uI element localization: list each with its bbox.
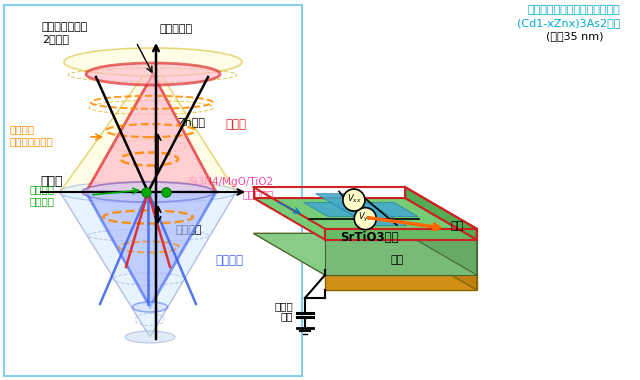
Polygon shape	[316, 194, 406, 226]
Polygon shape	[325, 229, 477, 240]
Text: 電界効果: 電界効果	[176, 225, 202, 235]
Text: キャップ層: キャップ層	[243, 189, 273, 199]
Text: 電流: 電流	[450, 222, 463, 231]
Polygon shape	[253, 233, 477, 275]
Text: エネルギー: エネルギー	[160, 24, 193, 34]
Ellipse shape	[59, 181, 237, 203]
Ellipse shape	[64, 48, 242, 76]
Ellipse shape	[125, 331, 175, 343]
Polygon shape	[405, 198, 477, 275]
Polygon shape	[405, 233, 477, 290]
Text: 運動量: 運動量	[40, 175, 63, 188]
Text: 価電子帯: 価電子帯	[215, 253, 243, 266]
Text: 縮退した
ワイル点: 縮退した ワイル点	[30, 184, 55, 206]
Polygon shape	[86, 74, 216, 192]
Text: Zn置換: Zn置換	[178, 117, 206, 127]
Polygon shape	[253, 233, 477, 275]
Circle shape	[343, 189, 365, 211]
Polygon shape	[325, 240, 477, 275]
Circle shape	[355, 207, 376, 230]
Polygon shape	[405, 187, 477, 240]
Text: SrTiO3基板: SrTiO3基板	[340, 231, 399, 244]
Text: $V_{yx}$: $V_{yx}$	[358, 211, 372, 224]
Text: 伝導帯: 伝導帯	[225, 119, 246, 131]
Text: 銅板: 銅板	[390, 255, 403, 264]
Text: ゲート: ゲート	[275, 301, 293, 311]
Polygon shape	[253, 198, 477, 240]
Text: 膜厚制御による
2次元化: 膜厚制御による 2次元化	[42, 22, 88, 44]
Ellipse shape	[86, 63, 220, 85]
Polygon shape	[60, 192, 236, 337]
Ellipse shape	[132, 302, 168, 312]
Polygon shape	[304, 203, 419, 217]
Ellipse shape	[82, 182, 214, 202]
Text: フェルミ
エネルギー位置: フェルミ エネルギー位置	[10, 124, 54, 146]
FancyBboxPatch shape	[4, 5, 302, 376]
Polygon shape	[325, 275, 477, 290]
Text: トポロジカルディラック半金属: トポロジカルディラック半金属	[527, 5, 620, 15]
Text: $V_{xx}$: $V_{xx}$	[346, 193, 361, 205]
Text: (Cd1-xZnx)3As2薄膜: (Cd1-xZnx)3As2薄膜	[516, 18, 620, 28]
Ellipse shape	[82, 182, 214, 202]
Polygon shape	[86, 192, 216, 307]
Polygon shape	[60, 62, 236, 192]
Text: (膜厚35 nm): (膜厚35 nm)	[547, 31, 604, 41]
Text: 電圧: 電圧	[280, 311, 293, 321]
Text: Si3N4/MgO/TiO2: Si3N4/MgO/TiO2	[188, 177, 273, 187]
